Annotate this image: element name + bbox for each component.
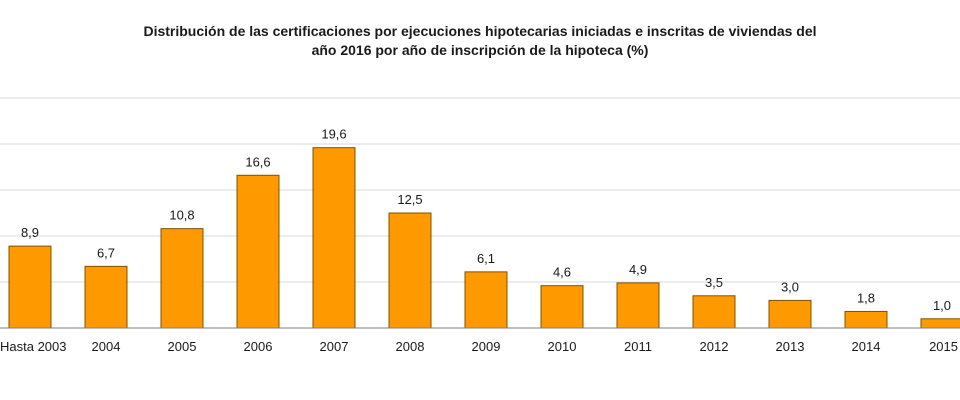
x-tick-label: 2015 [929, 339, 958, 354]
value-label: 12,5 [397, 192, 422, 207]
value-label: 4,9 [629, 262, 647, 277]
value-label: 8,9 [21, 225, 39, 240]
x-tick-label: 2014 [852, 339, 881, 354]
bar [388, 212, 432, 329]
bar [84, 265, 128, 329]
value-label: 19,6 [321, 127, 346, 142]
value-label: 6,1 [477, 251, 495, 266]
value-label: 1,0 [933, 298, 951, 313]
bar [920, 318, 960, 329]
x-tick-label: 2008 [396, 339, 425, 354]
value-label: 3,5 [705, 275, 723, 290]
value-label: 10,8 [169, 208, 194, 223]
bar [768, 299, 812, 329]
x-tick-label: 2013 [776, 339, 805, 354]
x-tick-label: 2007 [320, 339, 349, 354]
value-label: 6,7 [97, 245, 115, 260]
bar [540, 285, 584, 329]
chart-title: Distribución de las certificaciones por … [20, 22, 940, 60]
value-label: 3,0 [781, 279, 799, 294]
value-label: 1,8 [857, 290, 875, 305]
bar [464, 271, 508, 329]
bar [8, 245, 52, 329]
x-tick-label: 2009 [472, 339, 501, 354]
bar [236, 174, 280, 329]
bars [8, 147, 960, 329]
x-tick-label: 2005 [168, 339, 197, 354]
x-tick-labels: Hasta 2003 2004 2005 2006 2007 2008 2009 2010 20… [0, 339, 958, 354]
bar [692, 295, 736, 329]
x-tick-label: 2004 [92, 339, 121, 354]
x-tick-label: 2012 [700, 339, 729, 354]
bar [160, 228, 204, 329]
value-labels: 8,9 6,7 10,8 16,6 19,6 12,5 6,1 4,6 4,9 3,5 3,0 1,8… [21, 127, 951, 313]
value-label: 4,6 [553, 265, 571, 280]
bar [616, 282, 660, 329]
bar [312, 147, 356, 329]
chart-title-line-2: año 2016 por año de inscripción de la hi… [311, 42, 649, 58]
bar [844, 310, 888, 329]
x-tick-label: Hasta 2003 [0, 339, 67, 354]
x-tick-label: 2011 [624, 339, 652, 354]
x-tick-label: 2006 [244, 339, 273, 354]
chart-title-line-1: Distribución de las certificaciones por … [143, 23, 817, 39]
x-tick-label: 2010 [548, 339, 577, 354]
value-label: 16,6 [245, 154, 270, 169]
